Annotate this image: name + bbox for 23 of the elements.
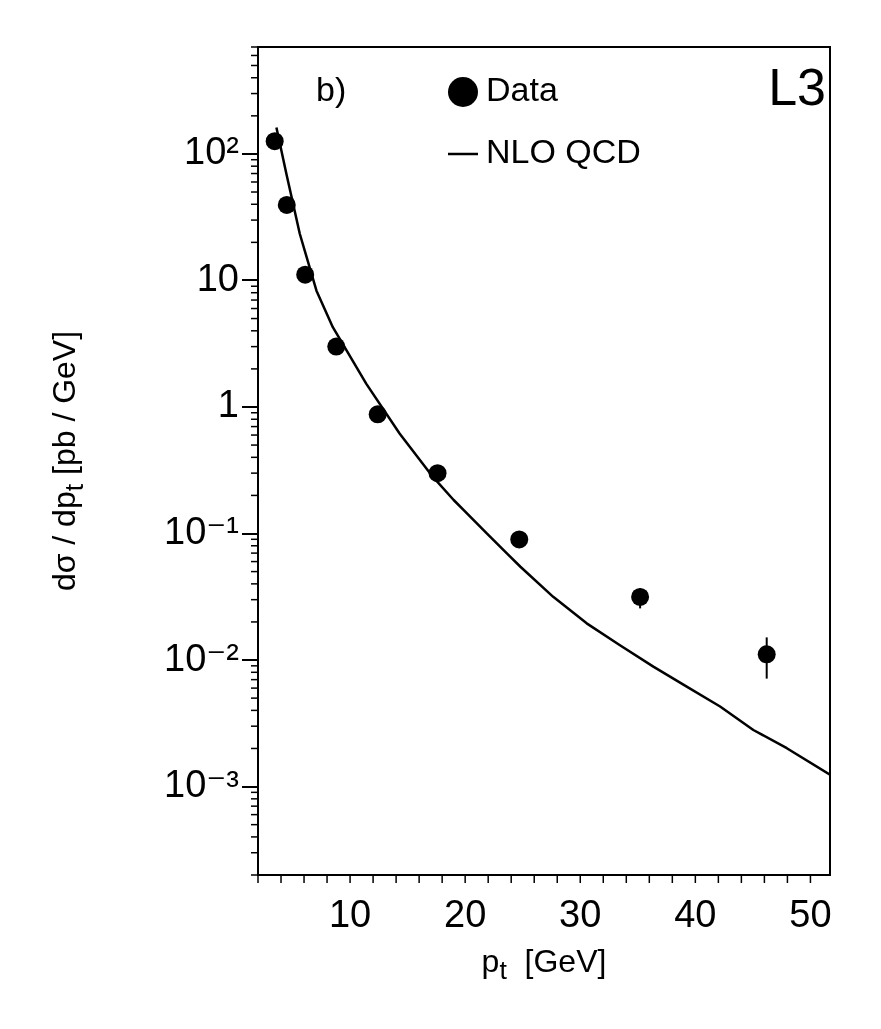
x-axis-title: p$_{t}$ [GeV] [481,943,607,987]
y-tick-label: 10⁻² [164,636,239,679]
x-tick-label: 30 [559,893,602,936]
y-tick-label: 1 [217,383,239,426]
point [510,530,529,549]
point [265,132,284,151]
y-tick-label: 10⁻³ [164,763,239,806]
y-tick-label: 10 [196,256,239,299]
point [428,464,447,483]
point [368,405,387,424]
x-tick-label: 10 [328,893,372,936]
point [277,195,296,214]
x-tick-label: 20 [444,893,487,936]
legend-label: NLO QCD [486,132,641,171]
x-tick-label: 40 [674,893,717,936]
y-tick-label: 10⁻¹ [164,509,239,552]
y-tick-label: 10² [184,130,239,173]
x-tick-label: 50 [789,893,832,936]
legend-label: Data [486,70,558,109]
annotation: L3 [768,58,826,117]
point [327,337,346,356]
point [296,265,315,284]
annotation: b) [316,70,347,109]
